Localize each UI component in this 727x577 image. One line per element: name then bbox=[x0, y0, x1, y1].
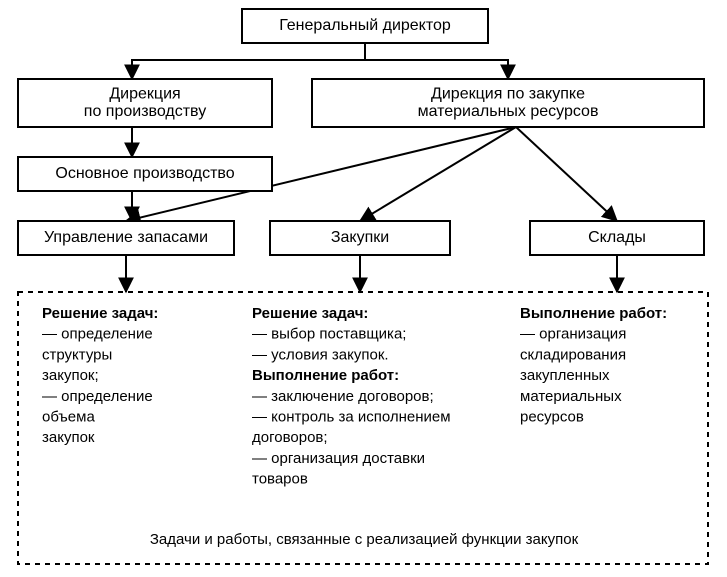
node-inventory-label: Управление запасами bbox=[44, 229, 208, 246]
detail-col0-row3: закупок; bbox=[42, 367, 99, 384]
node-main_prod-label: Основное производство bbox=[55, 165, 234, 182]
node-warehouses-label: Склады bbox=[588, 229, 646, 246]
detail-col1-row4: — заключение договоров; bbox=[252, 388, 434, 405]
detail-col1-row7: — организация доставки bbox=[252, 450, 425, 467]
detail-col2-row2: складирования bbox=[520, 346, 626, 363]
detail-col0-row2: структуры bbox=[42, 346, 112, 363]
node-ceo-label: Генеральный директор bbox=[279, 17, 451, 34]
detail-col2-row3: закупленных bbox=[520, 367, 610, 384]
edge-1 bbox=[365, 43, 508, 79]
detail-col2-row1: — организация bbox=[520, 326, 626, 343]
node-prod_dir-label: Дирекция bbox=[109, 85, 180, 102]
node-proc_dir-label: Дирекция по закупке bbox=[431, 85, 585, 102]
detail-col0-row4: — определение bbox=[42, 388, 153, 405]
edge-0 bbox=[132, 43, 365, 79]
org-flowchart: Генеральный директор Дирекцияпо производс… bbox=[0, 0, 727, 577]
detail-col0-row0: Решение задач: bbox=[42, 305, 158, 322]
node-purchases-label: Закупки bbox=[331, 229, 389, 246]
detail-col0-row5: объема bbox=[42, 408, 95, 425]
detail-col1-row0: Решение задач: bbox=[252, 305, 368, 322]
detail-col0-row6: закупок bbox=[42, 429, 95, 446]
detail-col1-row3: Выполнение работ: bbox=[252, 367, 399, 384]
detail-col2-row4: материальных bbox=[520, 388, 622, 405]
detail-col1-row1: — выбор поставщика; bbox=[252, 326, 406, 343]
node-prod_dir-label: по производству bbox=[84, 103, 206, 120]
detail-col0-row1: — определение bbox=[42, 326, 153, 343]
detail-col1-row5: — контроль за исполнением bbox=[252, 408, 451, 425]
node-proc_dir-label: материальных ресурсов bbox=[418, 103, 599, 120]
edge-6 bbox=[516, 127, 617, 221]
detail-col2-row5: ресурсов bbox=[520, 408, 584, 425]
edge-5 bbox=[360, 127, 516, 221]
detail-col1-row2: — условия закупок. bbox=[252, 346, 389, 363]
detail-col1-row6: договоров; bbox=[252, 429, 328, 446]
detail-col2-row0: Выполнение работ: bbox=[520, 305, 667, 322]
details-caption: Задачи и работы, связанные с реализацией… bbox=[150, 531, 579, 548]
detail-col1-row8: товаров bbox=[252, 471, 308, 488]
